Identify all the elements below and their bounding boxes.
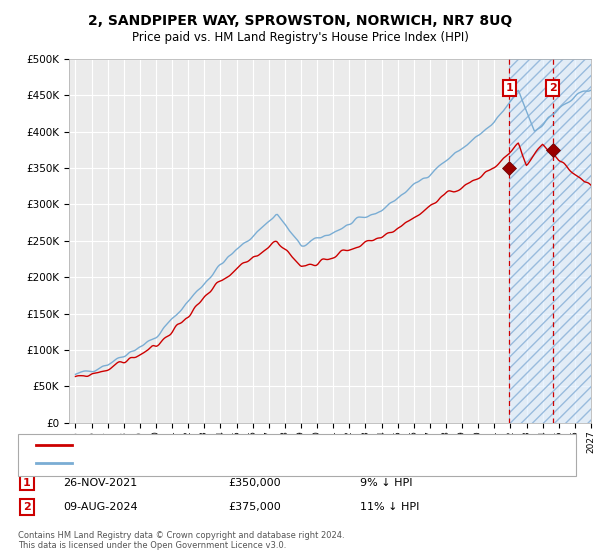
Bar — [509, 59, 591, 423]
Text: 1: 1 — [23, 478, 31, 488]
Text: £375,000: £375,000 — [228, 502, 281, 512]
Text: 2, SANDPIPER WAY, SPROWSTON, NORWICH, NR7 8UQ: 2, SANDPIPER WAY, SPROWSTON, NORWICH, NR… — [88, 14, 512, 28]
Text: 1: 1 — [505, 83, 513, 93]
Text: 09-AUG-2024: 09-AUG-2024 — [63, 502, 137, 512]
Text: 11% ↓ HPI: 11% ↓ HPI — [360, 502, 419, 512]
Text: Contains HM Land Registry data © Crown copyright and database right 2024.
This d: Contains HM Land Registry data © Crown c… — [18, 530, 344, 550]
Text: 2: 2 — [549, 83, 557, 93]
Text: 9% ↓ HPI: 9% ↓ HPI — [360, 478, 413, 488]
Text: 2, SANDPIPER WAY, SPROWSTON, NORWICH, NR7 8UQ (detached house): 2, SANDPIPER WAY, SPROWSTON, NORWICH, NR… — [81, 440, 437, 450]
Text: £350,000: £350,000 — [228, 478, 281, 488]
Text: Price paid vs. HM Land Registry's House Price Index (HPI): Price paid vs. HM Land Registry's House … — [131, 31, 469, 44]
Text: HPI: Average price, detached house, Broadland: HPI: Average price, detached house, Broa… — [81, 458, 311, 468]
Text: 2: 2 — [23, 502, 31, 512]
Text: 26-NOV-2021: 26-NOV-2021 — [63, 478, 137, 488]
Bar — [509, 59, 591, 423]
